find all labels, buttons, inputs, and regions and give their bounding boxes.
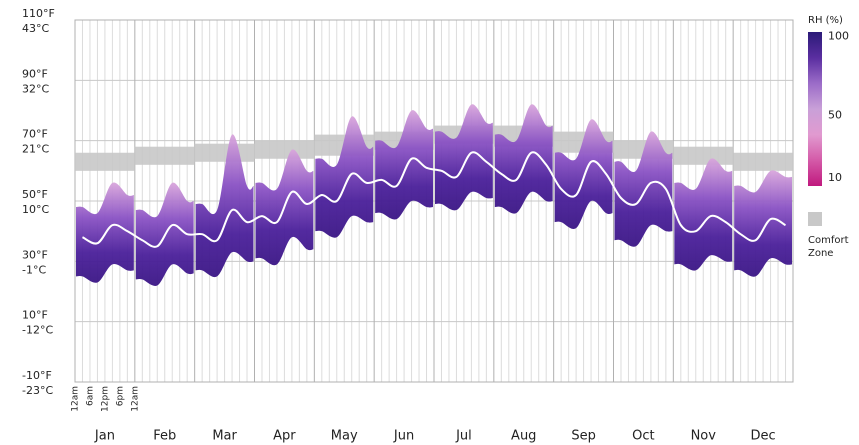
- y2-tick-label: 32°C: [22, 82, 49, 95]
- mean-line: [82, 151, 787, 248]
- x-tick-label: Oct: [632, 429, 654, 444]
- temperature-band: [614, 131, 673, 247]
- temperature-band: [195, 134, 254, 278]
- y-tick-label: 10°F: [22, 309, 48, 322]
- comfort-zone: [673, 146, 734, 165]
- temperature-band: [494, 104, 553, 214]
- hour-label: 6pm: [115, 386, 125, 406]
- y-tick-label: 30°F: [22, 248, 48, 261]
- colorbar: [808, 32, 822, 186]
- legend-swatch: [808, 212, 822, 226]
- temperature-band: [554, 119, 613, 229]
- y-tick-label: 50°F: [22, 188, 48, 201]
- temperature-band: [315, 116, 374, 238]
- plot-frame: [74, 19, 794, 383]
- x-tick-label: Feb: [153, 429, 176, 444]
- comfort-zone: [134, 146, 195, 165]
- temperature-band: [674, 158, 733, 271]
- y2-tick-label: -23°C: [22, 384, 53, 397]
- temperature-band: [435, 104, 493, 211]
- x-tick-label: Jul: [455, 429, 472, 444]
- colorbar-tick-label: 50: [828, 108, 842, 121]
- y2-tick-label: 10°C: [22, 203, 49, 216]
- hour-label: 12am: [130, 386, 140, 412]
- x-tick-label: Aug: [511, 429, 536, 444]
- y-tick-label: 110°F: [22, 7, 55, 20]
- legend-label: Comfort: [808, 235, 849, 246]
- x-tick-label: Mar: [212, 429, 237, 444]
- hour-label: 12am: [71, 386, 81, 412]
- y2-tick-label: 21°C: [22, 143, 49, 156]
- y2-tick-label: 43°C: [22, 22, 49, 35]
- colorbar-title: RH (%): [808, 15, 843, 26]
- comfort-zone: [194, 143, 255, 162]
- colorbar-tick-label: 100: [828, 30, 849, 43]
- y2-tick-label: -1°C: [22, 263, 46, 276]
- x-tick-label: Apr: [273, 429, 296, 444]
- colorbar-tick-label: 10: [828, 171, 842, 184]
- comfort-zone: [733, 152, 793, 171]
- hour-label: 12pm: [100, 386, 110, 412]
- temperature-band: [375, 110, 433, 220]
- hour-label: 6am: [85, 386, 95, 406]
- y-tick-label: 70°F: [22, 128, 48, 141]
- temperature-band: [734, 170, 792, 277]
- comfort-zone: [254, 140, 315, 159]
- x-tick-label: Jun: [393, 429, 414, 444]
- x-tick-label: Dec: [751, 429, 776, 444]
- y-tick-label: 90°F: [22, 67, 48, 80]
- y-tick-label: -10°F: [22, 369, 52, 382]
- legend-label: Zone: [808, 248, 833, 259]
- y2-tick-label: -12°C: [22, 324, 53, 337]
- x-tick-label: Jan: [94, 429, 115, 444]
- comfort-zone: [75, 152, 135, 171]
- x-tick-label: May: [331, 429, 358, 444]
- x-tick-label: Sep: [571, 429, 596, 444]
- x-tick-label: Nov: [691, 429, 717, 444]
